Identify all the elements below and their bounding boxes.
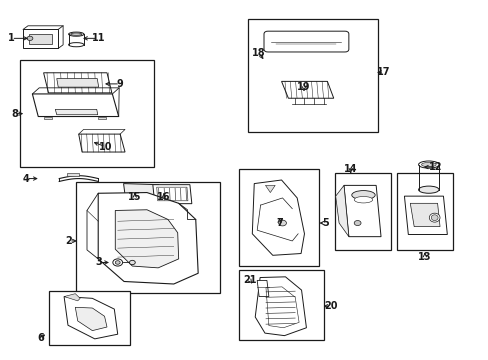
Polygon shape xyxy=(23,30,58,48)
Polygon shape xyxy=(98,117,105,119)
Circle shape xyxy=(115,261,120,264)
Polygon shape xyxy=(153,185,191,204)
Text: 3: 3 xyxy=(96,257,102,267)
Polygon shape xyxy=(335,185,348,237)
Text: 13: 13 xyxy=(417,252,431,262)
Text: 18: 18 xyxy=(252,48,265,58)
Ellipse shape xyxy=(68,42,84,47)
Bar xyxy=(76,182,220,293)
Text: 1: 1 xyxy=(8,33,15,43)
Polygon shape xyxy=(115,210,178,268)
Polygon shape xyxy=(64,297,118,339)
Text: 20: 20 xyxy=(324,301,337,311)
Ellipse shape xyxy=(428,213,439,222)
Polygon shape xyxy=(265,185,275,193)
Text: 7: 7 xyxy=(276,218,283,228)
Polygon shape xyxy=(32,94,119,117)
Text: 8: 8 xyxy=(11,109,18,119)
Bar xyxy=(238,169,319,266)
Text: 2: 2 xyxy=(65,236,72,246)
Polygon shape xyxy=(343,185,380,237)
Text: 10: 10 xyxy=(99,141,112,152)
Ellipse shape xyxy=(421,162,435,167)
Polygon shape xyxy=(252,180,304,255)
Bar xyxy=(20,60,154,167)
Ellipse shape xyxy=(70,33,81,35)
Text: 14: 14 xyxy=(344,164,357,174)
Bar xyxy=(238,270,324,339)
Ellipse shape xyxy=(430,215,437,221)
Circle shape xyxy=(353,221,360,226)
Polygon shape xyxy=(66,173,79,176)
Text: 21: 21 xyxy=(243,275,256,285)
Polygon shape xyxy=(257,280,268,297)
Circle shape xyxy=(278,220,286,226)
FancyBboxPatch shape xyxy=(264,31,348,52)
Polygon shape xyxy=(55,109,98,115)
Polygon shape xyxy=(281,81,333,98)
Polygon shape xyxy=(79,134,125,152)
Polygon shape xyxy=(404,196,447,234)
Polygon shape xyxy=(75,307,107,330)
Circle shape xyxy=(27,36,33,41)
Ellipse shape xyxy=(353,197,372,203)
Polygon shape xyxy=(123,184,161,203)
Polygon shape xyxy=(264,33,346,50)
Polygon shape xyxy=(44,117,52,119)
Text: 15: 15 xyxy=(128,192,141,202)
Polygon shape xyxy=(29,34,52,44)
Circle shape xyxy=(113,259,122,266)
Ellipse shape xyxy=(418,186,438,193)
Text: 12: 12 xyxy=(428,162,442,172)
Circle shape xyxy=(129,260,135,265)
Bar xyxy=(334,173,390,250)
Polygon shape xyxy=(98,193,198,284)
Text: 11: 11 xyxy=(91,33,105,43)
Text: 4: 4 xyxy=(22,174,29,184)
Ellipse shape xyxy=(68,32,84,36)
Polygon shape xyxy=(64,294,80,301)
Ellipse shape xyxy=(418,161,438,168)
Text: 6: 6 xyxy=(37,333,44,343)
Text: 5: 5 xyxy=(322,218,328,228)
Bar xyxy=(49,291,130,345)
Polygon shape xyxy=(43,73,112,93)
Text: 19: 19 xyxy=(297,82,310,92)
Ellipse shape xyxy=(351,190,374,199)
Text: 17: 17 xyxy=(376,67,390,77)
Polygon shape xyxy=(57,78,99,87)
Polygon shape xyxy=(409,203,439,226)
Polygon shape xyxy=(255,277,306,336)
Bar xyxy=(396,173,452,250)
Bar xyxy=(248,19,377,132)
Text: 9: 9 xyxy=(117,79,123,89)
Text: 16: 16 xyxy=(157,192,170,202)
